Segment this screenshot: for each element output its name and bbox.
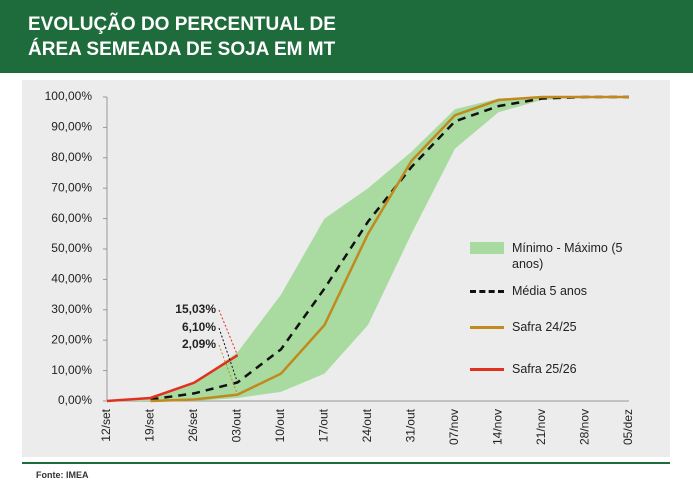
x-tick-label: 26/set <box>186 408 200 441</box>
x-tick-label: 12/set <box>99 408 113 441</box>
x-tick-label: 31/out <box>404 408 418 442</box>
legend-item: Mínimo - Máximo (5 anos) <box>470 240 652 272</box>
y-tick-label: 80,00% <box>51 150 92 164</box>
value-label: 15,03% <box>175 302 216 316</box>
y-tick-label: 60,00% <box>51 211 92 225</box>
x-tick-label: 03/out <box>230 408 244 442</box>
value-label: 6,10% <box>182 320 216 334</box>
legend-item: Safra 24/25 <box>470 319 652 335</box>
x-tick-label: 28/nov <box>578 409 592 445</box>
min-max-band <box>107 97 629 401</box>
legend-swatch <box>470 368 504 371</box>
source: Fonte: IMEA <box>36 470 89 480</box>
leader-line <box>218 309 238 356</box>
legend-label: Safra 24/25 <box>512 320 577 334</box>
leader-line <box>218 327 238 383</box>
series-line <box>106 354 239 403</box>
legend-swatch <box>470 242 504 254</box>
y-tick-label: 0,00% <box>58 393 92 407</box>
legend-swatch <box>470 326 504 329</box>
y-tick-label: 30,00% <box>51 302 92 316</box>
x-tick-label: 24/out <box>360 408 374 442</box>
series-line <box>150 95 629 403</box>
x-tick-label: 10/out <box>273 408 287 442</box>
title: EVOLUÇÃO DO PERCENTUAL DE ÁREA SEMEADA D… <box>28 14 336 60</box>
value-label: 2,09% <box>182 337 216 351</box>
legend-label: Safra 25/26 <box>512 362 577 376</box>
x-tick-label: 05/dez <box>621 409 635 445</box>
y-tick-label: 20,00% <box>51 332 92 346</box>
y-tick-label: 90,00% <box>51 120 92 134</box>
x-tick-label: 14/nov <box>491 409 505 445</box>
y-tick-label: 40,00% <box>51 272 92 286</box>
legend-item: Safra 25/26 <box>470 361 652 377</box>
header: EVOLUÇÃO DO PERCENTUAL DE ÁREA SEMEADA D… <box>0 0 693 73</box>
x-tick-label: 19/set <box>143 408 157 441</box>
x-tick-label: 17/out <box>317 408 331 442</box>
legend-item: Média 5 anos <box>470 283 652 299</box>
footer-line <box>22 462 670 464</box>
x-tick-label: 07/nov <box>447 409 461 445</box>
leader-line <box>218 344 238 395</box>
y-tick-label: 10,00% <box>51 363 92 377</box>
y-tick-label: 50,00% <box>51 241 92 255</box>
legend-label: Mínimo - Máximo (5 anos) <box>512 241 623 271</box>
legend-label: Média 5 anos <box>512 284 588 298</box>
legend-swatch <box>470 290 504 293</box>
x-tick-label: 21/nov <box>534 409 548 445</box>
y-tick-label: 100,00% <box>45 89 93 103</box>
y-tick-label: 70,00% <box>51 180 92 194</box>
